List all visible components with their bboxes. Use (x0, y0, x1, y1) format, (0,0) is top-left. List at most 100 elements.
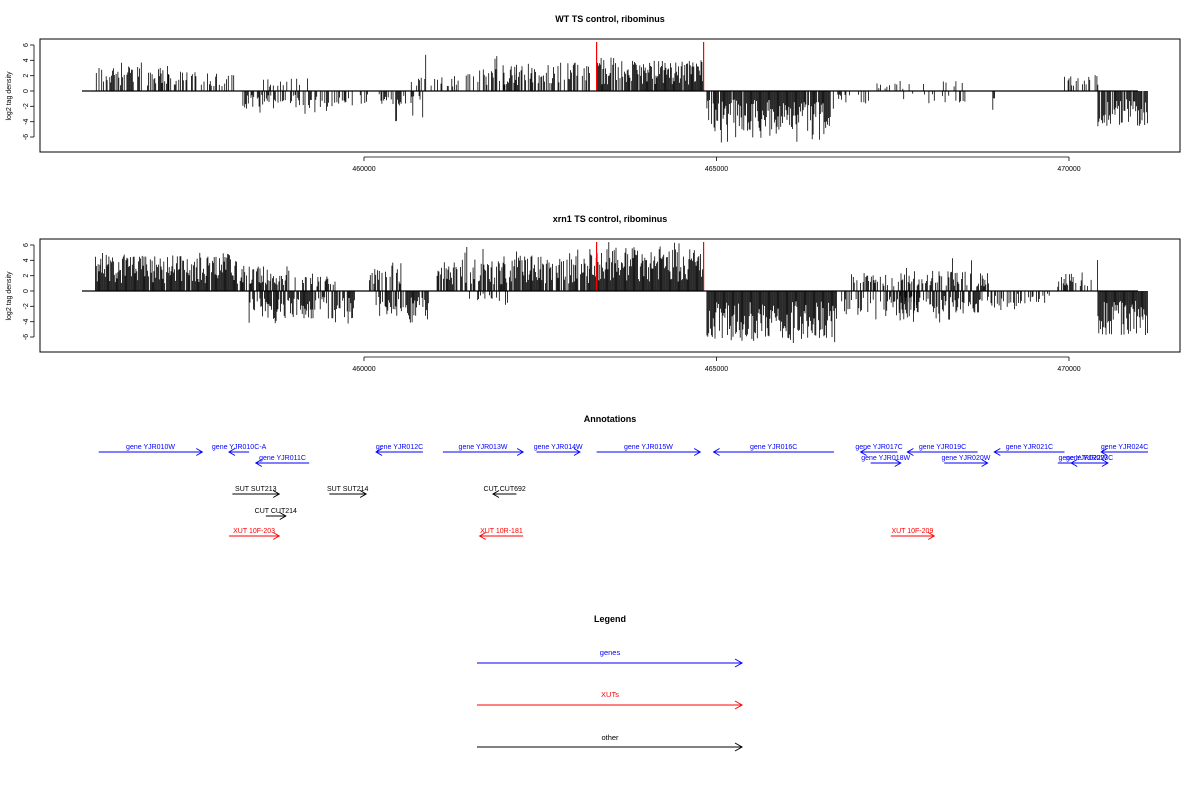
feature-arrowhead (375, 448, 383, 456)
feature-label: SUT SUT213 (235, 486, 277, 493)
feature-arrowhead (993, 448, 1001, 456)
feature-label: gene YJR012C (376, 444, 423, 451)
annotation-feature: gene YJR014W (534, 444, 583, 456)
feature-label: gene YJR024C (1101, 444, 1148, 451)
feature-arrowhead (272, 490, 281, 498)
feature-label: SUT SUT214 (327, 486, 369, 493)
y-tick-label: 2 (23, 274, 30, 278)
legend-arrowhead (734, 742, 744, 752)
feature-label: gene YJR010C-A (212, 444, 267, 451)
legend-label: genes (600, 648, 621, 657)
feature-label: gene YJR018W (861, 455, 910, 462)
feature-arrowhead (254, 459, 263, 467)
feature-arrowhead (859, 448, 867, 456)
plot-frame (39, 38, 1181, 153)
y-tick-label: -4 (23, 318, 30, 324)
feature-arrowhead (1070, 459, 1078, 467)
x-tick-label: 460000 (352, 166, 375, 173)
feature-arrowhead (927, 532, 936, 540)
feature-arrowhead (196, 448, 204, 456)
annotation-feature: gene YJR010W (98, 444, 204, 456)
y-tick-label: -2 (23, 303, 30, 309)
feature-label: gene YJR015W (624, 444, 673, 451)
chart-bars (95, 42, 1148, 143)
y-tick-label: 0 (23, 89, 30, 93)
feature-label: XUT 10F-209 (891, 528, 933, 535)
y-axis: 6 4 2 0 -2 -4 -6 log2 tag density (6, 243, 35, 340)
feature-arrowhead (478, 532, 486, 540)
feature-arrowhead (516, 448, 525, 456)
feature-arrowhead (279, 512, 287, 520)
annotation-feature: CUT CUT214 (255, 508, 297, 520)
x-tick-label: 460000 (352, 366, 375, 373)
y-tick-label: 4 (23, 258, 30, 262)
annotation-feature: gene YJR011C (254, 455, 310, 467)
feature-label: CUT CUT692 (484, 486, 526, 493)
x-axis: 460000 465000 470000 (352, 356, 1081, 373)
annotation-feature: gene YJR024C (1100, 444, 1148, 456)
feature-arrowhead (228, 448, 236, 456)
x-tick-label: 470000 (1057, 166, 1080, 173)
feature-label: gene YJR020W (941, 455, 990, 462)
annotation-feature: gene YJR012C (375, 444, 423, 456)
y-tick-label: 6 (23, 43, 30, 47)
feature-arrowhead (981, 459, 989, 467)
legend-label: other (601, 733, 619, 742)
chart-title: WT TS control, ribominus (555, 14, 665, 24)
legend-entry-other: other (477, 733, 744, 752)
annotations-title: Annotations (584, 414, 637, 424)
feature-label: XUT 10R-181 (480, 528, 523, 535)
annotation-feature: XUT 10R-181 (478, 528, 524, 540)
annotation-feature: gene YJR019C (906, 444, 978, 456)
panel-wt: WT TS control, ribominus 6 4 2 0 -2 -4 -… (6, 14, 1181, 173)
annotation-feature: SUT SUT213 (232, 486, 281, 498)
annotations-track: Annotations gene YJR010W gene YJR010C-Age… (98, 414, 1148, 540)
feature-arrowhead (693, 448, 702, 456)
annotation-feature: gene YJR021C (993, 444, 1065, 456)
y-axis: 6 4 2 0 -2 -4 -6 log2 tag density (6, 43, 35, 140)
legend-title: Legend (594, 614, 626, 624)
feature-arrowhead (492, 490, 500, 498)
feature-label: gene YJR017C (855, 444, 902, 451)
annotation-feature: gene YJR013W (442, 444, 525, 456)
legend-arrowhead (734, 658, 744, 668)
annotation-feature: gene YJR018W (861, 455, 911, 467)
panel-xrn1: xrn1 TS control, ribominus 6 4 2 0 -2 -4… (6, 214, 1181, 373)
annotation-feature: XUT 10F-209 (890, 528, 936, 540)
feature-label: gene YJR016C (750, 444, 797, 451)
y-tick-label: -6 (23, 134, 30, 140)
x-tick-label: 465000 (705, 366, 728, 373)
annotation-feature: gene YJR016C (712, 444, 834, 456)
feature-label: XUT 10F-203 (233, 528, 275, 535)
chart-bars (95, 242, 1148, 343)
y-tick-label: 0 (23, 289, 30, 293)
annotation-features: gene YJR010W gene YJR010C-A gene YJR011C ge… (98, 444, 1148, 540)
annotation-feature: CUT CUT692 (484, 486, 526, 498)
x-tick-label: 465000 (705, 166, 728, 173)
feature-arrowhead (359, 490, 368, 498)
y-axis-label: log2 tag density (6, 271, 13, 321)
plot-frame (39, 238, 1181, 353)
feature-arrowhead (1100, 448, 1108, 456)
feature-label: gene YJR021C (1006, 444, 1053, 451)
annotation-feature: gene YJR020W (941, 455, 991, 467)
y-tick-label: 4 (23, 58, 30, 62)
annotation-feature: gene YJR010C-A (212, 444, 267, 456)
feature-label: gene YJR023C (1066, 455, 1113, 462)
y-tick-label: -2 (23, 103, 30, 109)
annotation-feature: gene YJR023C (1066, 455, 1113, 467)
y-tick-label: -6 (23, 334, 30, 340)
feature-label: gene YJR014W (534, 444, 583, 451)
feature-label: gene YJR010W (126, 444, 175, 451)
x-tick-label: 470000 (1057, 366, 1080, 373)
feature-arrowhead (712, 448, 720, 456)
y-tick-label: 2 (23, 74, 30, 78)
annotation-feature: XUT 10F-203 (229, 528, 281, 540)
legend: Legend genes XUTs other (477, 614, 744, 752)
feature-label: gene YJR013W (459, 444, 508, 451)
feature-label: gene YJR011C (259, 455, 306, 462)
y-tick-label: 6 (23, 243, 30, 247)
y-tick-label: -4 (23, 118, 30, 124)
feature-arrowhead (573, 448, 581, 456)
